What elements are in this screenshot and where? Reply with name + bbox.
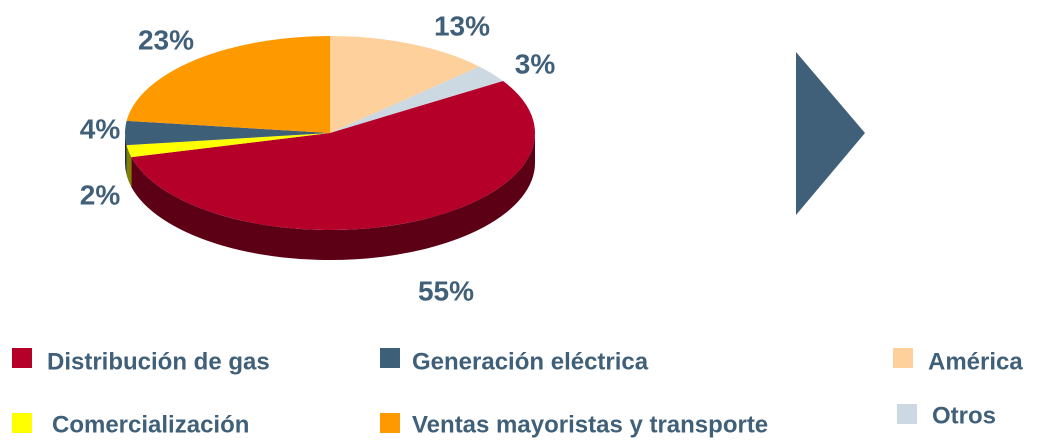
slice-side	[126, 145, 132, 188]
data-label: 55%	[418, 275, 474, 306]
slice-side	[131, 133, 536, 260]
slice	[126, 36, 330, 133]
legend-swatch	[893, 348, 913, 368]
slice	[330, 66, 504, 133]
legend-label: Comercialización	[52, 411, 249, 438]
data-label: 23%	[138, 24, 194, 55]
arrow	[796, 52, 865, 215]
legend-label: Otros	[932, 402, 996, 429]
legend-label: Distribución de gas	[47, 348, 270, 375]
slice	[126, 133, 330, 158]
slice-side	[125, 133, 127, 176]
slice	[124, 120, 330, 146]
legend-label: Generación eléctrica	[412, 348, 649, 375]
legend-swatch	[897, 404, 917, 424]
legend-label: Ventas mayoristas y transporte	[412, 411, 768, 438]
legend-swatch	[380, 413, 400, 433]
slice	[131, 81, 536, 231]
legend-swatch	[12, 413, 32, 433]
data-label: 3%	[515, 48, 556, 79]
data-label: 13%	[434, 10, 490, 41]
data-label: 2%	[80, 179, 121, 210]
data-label: 4%	[80, 113, 121, 144]
slice	[330, 36, 480, 133]
legend-swatch	[380, 348, 400, 368]
legend-label: América	[928, 348, 1023, 375]
legend-swatch	[12, 348, 32, 368]
